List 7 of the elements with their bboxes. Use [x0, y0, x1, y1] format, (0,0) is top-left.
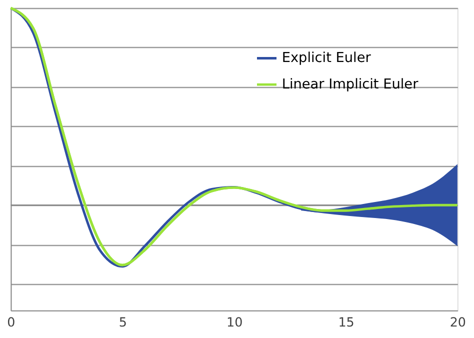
legend-label: Explicit Euler	[282, 50, 372, 66]
x-tick-label: 15	[338, 314, 354, 330]
x-tick-label: 0	[7, 314, 16, 330]
x-tick-label: 10	[226, 314, 243, 330]
legend-label: Linear Implicit Euler	[282, 76, 419, 92]
x-tick-label: 20	[450, 314, 466, 330]
x-tick-label: 5	[118, 314, 127, 330]
